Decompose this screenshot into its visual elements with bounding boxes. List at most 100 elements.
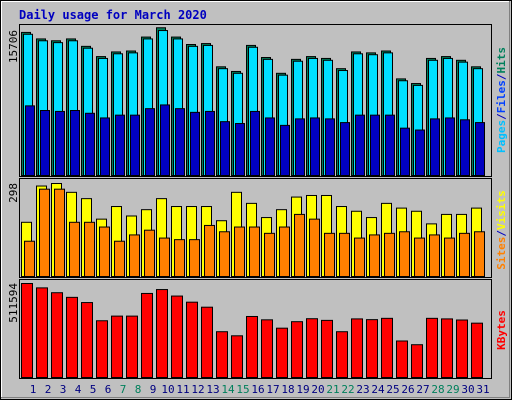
bar-hits-files-pages-pages-day-5 xyxy=(85,112,95,176)
bar-visits-sites-sites-day-21 xyxy=(324,232,335,278)
bar-hits-files-pages-pages-day-28 xyxy=(430,118,440,176)
bar-visits-sites-sites-day-1 xyxy=(24,240,35,278)
bar-visits-sites-sites-day-23 xyxy=(354,237,365,277)
bar-kbytes-kbytes-day-19 xyxy=(291,321,303,379)
x-tick-label-day-25: 25 xyxy=(386,383,399,396)
bar-visits-sites-sites-day-12 xyxy=(189,239,200,277)
bar-visits-sites-sites-day-14 xyxy=(219,231,230,278)
bar-kbytes-kbytes-day-31 xyxy=(471,322,483,378)
bar-kbytes-kbytes-day-29 xyxy=(441,318,453,378)
bar-visits-sites-sites-day-31 xyxy=(474,231,485,278)
bar-kbytes-kbytes-day-12 xyxy=(186,301,198,378)
bar-visits-sites-sites-day-27 xyxy=(414,237,425,277)
bar-visits-sites-sites-day-10 xyxy=(159,237,170,277)
bar-visits-sites-sites-day-24 xyxy=(369,234,380,277)
bar-hits-files-pages-pages-day-6 xyxy=(100,117,110,176)
x-tick-label-day-2: 2 xyxy=(45,383,52,396)
panel-hits-files-pages-frame xyxy=(19,24,492,177)
legend-item-visits-sites-1: / xyxy=(495,230,508,237)
legend-item-hits-files-pages-1: / xyxy=(495,113,508,120)
bar-hits-files-pages-pages-day-29 xyxy=(445,117,455,176)
bar-kbytes-kbytes-day-24 xyxy=(366,319,378,378)
legend-visits-sites: Sites/Visits xyxy=(495,190,508,270)
x-tick-label-day-31: 31 xyxy=(476,383,489,396)
bar-visits-sites-sites-day-5 xyxy=(84,221,95,278)
x-tick-label-day-21: 21 xyxy=(326,383,339,396)
bar-visits-sites-sites-day-18 xyxy=(279,226,290,277)
x-tick-label-day-26: 26 xyxy=(401,383,414,396)
legend-item-hits-files-pages-3: / xyxy=(495,73,508,80)
bar-kbytes-kbytes-day-4 xyxy=(66,296,78,378)
bar-visits-sites-sites-day-11 xyxy=(174,239,185,277)
y-max-label-visits-sites: 298 xyxy=(7,183,20,203)
bar-kbytes-kbytes-day-9 xyxy=(141,292,153,378)
bar-kbytes-kbytes-day-2 xyxy=(36,287,48,378)
x-tick-label-day-19: 19 xyxy=(296,383,309,396)
x-tick-label-day-10: 10 xyxy=(161,383,174,396)
x-tick-label-day-4: 4 xyxy=(75,383,82,396)
bar-visits-sites-sites-day-20 xyxy=(309,218,320,278)
bar-kbytes-kbytes-day-7 xyxy=(111,315,123,379)
bar-visits-sites-sites-day-15 xyxy=(234,226,245,277)
x-tick-label-day-22: 22 xyxy=(341,383,354,396)
bar-hits-files-pages-pages-day-22 xyxy=(340,122,350,176)
bar-hits-files-pages-pages-day-16 xyxy=(250,110,260,176)
bar-kbytes-kbytes-day-11 xyxy=(171,295,183,379)
bar-kbytes-kbytes-day-1 xyxy=(21,283,33,378)
bar-kbytes-kbytes-day-13 xyxy=(201,306,213,378)
bar-hits-files-pages-pages-day-10 xyxy=(160,104,170,176)
bar-kbytes-kbytes-day-5 xyxy=(81,302,93,379)
panel-visits-sites-frame xyxy=(19,178,492,278)
bar-kbytes-kbytes-day-22 xyxy=(336,331,348,378)
bar-kbytes-kbytes-day-6 xyxy=(96,320,108,378)
bar-visits-sites-sites-day-4 xyxy=(69,221,80,278)
bar-kbytes-kbytes-day-20 xyxy=(306,318,318,378)
bar-visits-sites-sites-day-9 xyxy=(144,229,155,278)
legend-item-hits-files-pages-4: Hits xyxy=(495,47,508,74)
x-tick-label-day-11: 11 xyxy=(176,383,189,396)
bar-kbytes-kbytes-day-16 xyxy=(246,315,258,378)
x-tick-label-day-12: 12 xyxy=(191,383,204,396)
bar-hits-files-pages-pages-day-27 xyxy=(415,129,425,177)
bar-hits-files-pages-pages-day-3 xyxy=(55,110,65,176)
bars-layer xyxy=(21,27,485,379)
x-tick-label-day-28: 28 xyxy=(431,383,444,396)
legend-item-visits-sites-0: Sites xyxy=(495,237,508,270)
bar-hits-files-pages-pages-day-13 xyxy=(205,110,215,176)
bar-hits-files-pages-pages-day-18 xyxy=(280,124,290,176)
legend-hits-files-pages: Pages/Files/Hits xyxy=(495,47,508,153)
bar-hits-files-pages-pages-day-2 xyxy=(40,109,50,176)
bar-hits-files-pages-pages-day-23 xyxy=(355,114,365,176)
bar-visits-sites-sites-day-6 xyxy=(99,226,110,277)
x-tick-label-day-3: 3 xyxy=(60,383,67,396)
bar-hits-files-pages-pages-day-8 xyxy=(130,114,140,176)
bar-kbytes-kbytes-day-15 xyxy=(231,335,243,378)
legend-item-visits-sites-2: Visits xyxy=(495,190,508,230)
bar-hits-files-pages-pages-day-25 xyxy=(385,114,395,176)
bar-hits-files-pages-pages-day-30 xyxy=(460,119,470,176)
x-tick-label-day-15: 15 xyxy=(236,383,249,396)
bar-visits-sites-sites-day-26 xyxy=(399,231,410,278)
bar-kbytes-kbytes-day-23 xyxy=(351,318,363,378)
x-tick-label-day-8: 8 xyxy=(135,383,142,396)
bar-kbytes-kbytes-day-28 xyxy=(426,317,438,379)
bar-visits-sites-sites-day-16 xyxy=(249,226,260,277)
bar-hits-files-pages-pages-day-9 xyxy=(145,108,155,176)
x-tick-labels: 1 2 3 4 5 6 7 8 9 10 11 12 13 14 15 16 17 18 19 20 21 22 23 24 2… xyxy=(30,383,490,396)
bar-kbytes-kbytes-day-26 xyxy=(396,340,408,378)
x-tick-label-day-17: 17 xyxy=(266,383,279,396)
bar-hits-files-pages-pages-day-15 xyxy=(235,123,245,176)
x-tick-label-day-13: 13 xyxy=(206,383,219,396)
x-tick-label-day-29: 29 xyxy=(446,383,459,396)
x-tick-label-day-1: 1 xyxy=(30,383,37,396)
bar-hits-files-pages-pages-day-20 xyxy=(310,117,320,176)
bar-hits-files-pages-pages-day-19 xyxy=(295,118,305,176)
x-tick-label-day-14: 14 xyxy=(221,383,235,396)
bar-kbytes-kbytes-day-8 xyxy=(126,315,138,379)
bar-kbytes-kbytes-day-25 xyxy=(381,317,393,379)
x-tick-label-day-24: 24 xyxy=(371,383,385,396)
bar-visits-sites-sites-day-2 xyxy=(39,188,50,278)
